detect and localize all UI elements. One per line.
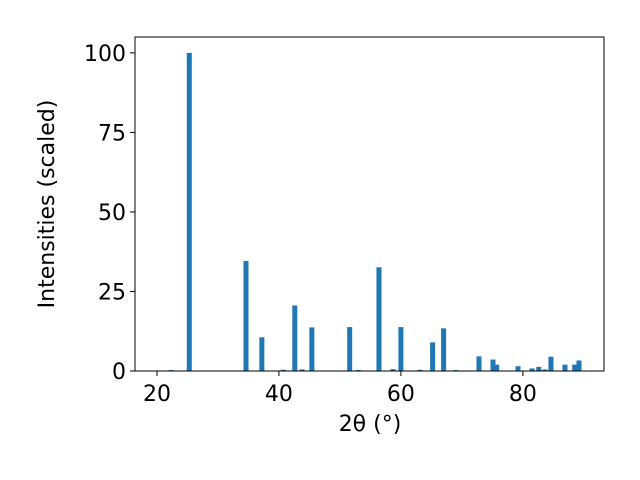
y-axis-label: Intensities (scaled) — [35, 100, 60, 309]
bar — [186, 52, 192, 372]
bar — [562, 364, 568, 371]
bar — [490, 359, 496, 371]
bar — [548, 356, 554, 371]
bar — [515, 366, 521, 371]
bar — [476, 356, 482, 371]
plot-frame — [134, 36, 605, 372]
bar — [292, 305, 298, 371]
bar — [494, 364, 500, 371]
x-tick-label: 60 — [387, 382, 415, 407]
bar — [398, 327, 404, 371]
x-axis-label: 2θ (°) — [339, 412, 402, 437]
y-tick-label: 100 — [84, 42, 126, 67]
bar — [259, 337, 265, 371]
y-tick-label: 25 — [98, 280, 126, 305]
x-tick-label: 20 — [143, 382, 171, 407]
bar — [390, 369, 396, 371]
bar — [529, 368, 535, 371]
bar — [299, 369, 305, 371]
bar — [243, 260, 249, 371]
bar — [376, 267, 382, 371]
bar — [430, 342, 436, 371]
x-tick-label: 40 — [265, 382, 293, 407]
y-tick-label: 0 — [112, 360, 126, 385]
bar — [542, 369, 548, 371]
x-tick-label: 80 — [509, 382, 537, 407]
bar — [536, 366, 542, 371]
bar — [309, 327, 315, 371]
bar — [576, 360, 582, 371]
bar — [441, 328, 447, 371]
bar — [347, 327, 353, 371]
bar — [280, 369, 286, 371]
y-tick-label: 75 — [98, 121, 126, 146]
bar — [572, 364, 578, 371]
bar — [417, 369, 423, 371]
y-tick-label: 50 — [98, 201, 126, 226]
